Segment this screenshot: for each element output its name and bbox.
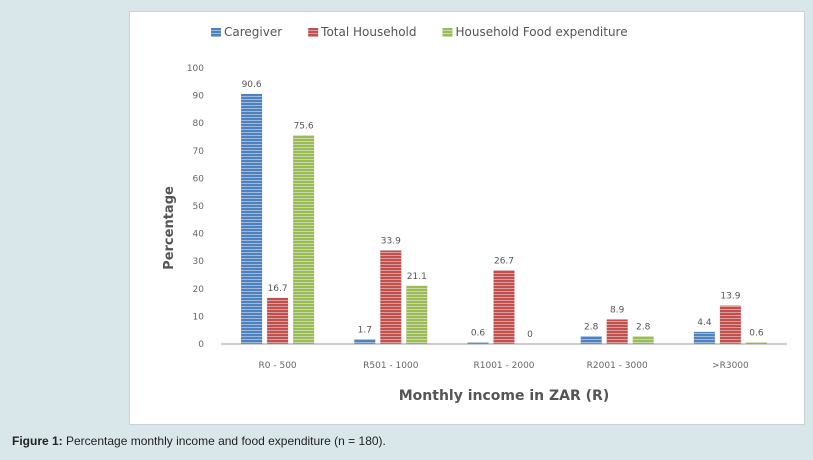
figure-caption: Figure 1: Percentage monthly income and … <box>12 434 386 448</box>
y-axis: 0 10 20 30 40 50 60 70 80 90 100 <box>187 64 204 350</box>
caption-label: Figure 1: <box>12 434 63 448</box>
y-tick-label: 40 <box>193 230 205 240</box>
y-tick-label: 80 <box>193 119 205 129</box>
data-label: 8.9 <box>610 305 625 315</box>
caption-text: Percentage monthly income and food expen… <box>62 434 386 448</box>
bar-stripes <box>719 305 741 344</box>
bar-stripes <box>354 339 376 344</box>
bar-stripes <box>693 331 715 344</box>
x-tick-label: R501 - 1000 <box>363 361 419 371</box>
data-label: 75.6 <box>294 121 314 131</box>
data-label: 0.6 <box>471 328 486 338</box>
data-label: 1.7 <box>358 325 372 335</box>
y-tick-label: 10 <box>193 312 205 322</box>
y-tick-label: 70 <box>193 147 205 157</box>
x-tick-label: >R3000 <box>712 361 749 371</box>
bar-stripes <box>632 336 654 344</box>
y-axis-label: Percentage <box>162 186 177 270</box>
data-label: 21.1 <box>407 272 427 282</box>
y-tick-label: 0 <box>198 340 204 350</box>
legend-entry: Household Food expenditure <box>456 25 628 39</box>
bar-stripes <box>380 250 402 344</box>
data-label: 16.7 <box>268 284 288 294</box>
bar-chart: Caregiver Total Household Household Food e… <box>162 25 787 404</box>
bar-stripes <box>493 270 515 344</box>
data-label: 33.9 <box>381 236 401 246</box>
bar-stripes <box>293 135 315 344</box>
legend-entry: Total Household <box>320 25 416 39</box>
data-label: 13.9 <box>720 292 740 302</box>
data-label: 4.4 <box>697 318 712 328</box>
bar-stripes <box>406 285 428 344</box>
bar-stripes <box>467 342 489 344</box>
legend-swatch-stripes <box>308 28 319 37</box>
x-tick-label: R0 - 500 <box>259 361 297 371</box>
x-axis-label: Monthly income in ZAR (R) <box>399 388 609 404</box>
legend-swatch-stripes <box>211 28 221 37</box>
y-tick-label: 90 <box>193 92 205 102</box>
data-label: 2.8 <box>636 322 651 332</box>
x-tick-label: R2001 - 3000 <box>587 361 648 371</box>
y-tick-label: 30 <box>193 257 205 267</box>
data-label: 0.6 <box>749 328 764 338</box>
bar-stripes <box>267 297 289 344</box>
bar-stripes <box>580 336 602 344</box>
x-tick-label: R1001 - 2000 <box>473 361 534 371</box>
y-tick-label: 20 <box>193 285 205 295</box>
legend-swatch-stripes <box>442 28 453 37</box>
bar-stripes <box>606 319 628 344</box>
y-tick-label: 100 <box>187 64 204 74</box>
legend-entry: Caregiver <box>224 25 282 39</box>
bar-stripes <box>745 342 767 344</box>
x-axis: R0 - 500 R501 - 1000 R1001 - 2000 R2001 - 3… <box>221 343 787 371</box>
data-label: 26.7 <box>494 256 514 266</box>
chart-frame: Caregiver Total Household Household Food e… <box>129 11 805 425</box>
bar-stripes <box>241 93 263 344</box>
y-tick-label: 60 <box>193 174 205 184</box>
y-tick-label: 50 <box>193 202 205 212</box>
data-label: 2.8 <box>584 322 599 332</box>
bars: 90.6 16.7 75.6 1.7 33.9 21.1 0.6 26.7 0 2.8 8.9 2.8… <box>241 80 767 344</box>
legend: Caregiver Total Household Household Food e… <box>211 25 628 39</box>
data-label: 0 <box>527 330 533 340</box>
data-label: 90.6 <box>242 80 262 90</box>
